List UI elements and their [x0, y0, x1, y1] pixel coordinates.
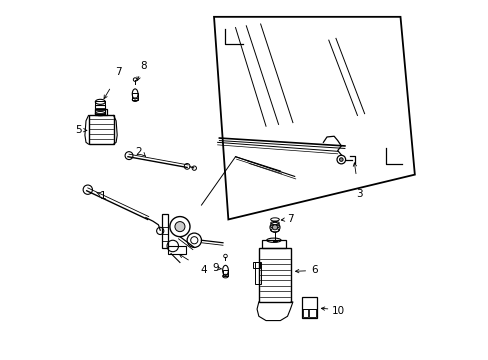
Bar — [262, 240, 285, 248]
Text: 6: 6 — [310, 265, 317, 275]
Bar — [168, 246, 186, 253]
Bar — [132, 93, 138, 100]
Circle shape — [175, 222, 184, 231]
Bar — [162, 214, 168, 248]
Text: 7: 7 — [286, 214, 293, 224]
Circle shape — [339, 158, 343, 161]
Bar — [95, 109, 107, 116]
Bar — [95, 105, 105, 114]
Text: 5: 5 — [75, 125, 82, 135]
Bar — [301, 297, 316, 318]
Text: 3: 3 — [355, 189, 362, 199]
Text: 8: 8 — [140, 61, 146, 71]
Bar — [302, 309, 308, 317]
Bar — [255, 262, 260, 284]
Bar — [253, 262, 260, 268]
Bar — [95, 101, 105, 105]
Text: 10: 10 — [331, 306, 345, 316]
Bar — [222, 270, 228, 276]
Text: 9: 9 — [212, 263, 219, 273]
Bar — [88, 116, 113, 144]
Text: 7: 7 — [115, 67, 122, 77]
Bar — [308, 309, 316, 317]
Circle shape — [272, 225, 277, 230]
Text: 2: 2 — [135, 147, 142, 157]
Text: 1: 1 — [100, 191, 106, 201]
Bar — [258, 248, 290, 302]
Text: 4: 4 — [200, 265, 206, 275]
